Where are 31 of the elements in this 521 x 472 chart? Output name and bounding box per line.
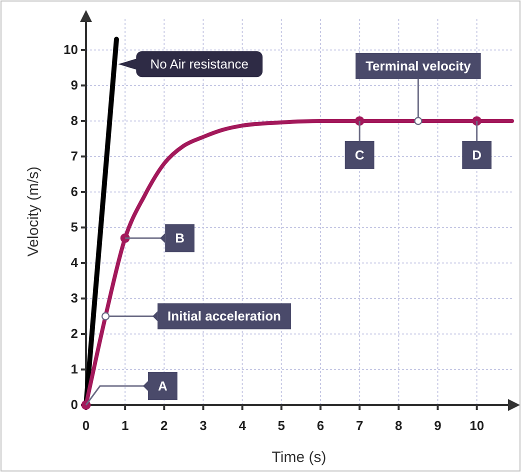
x-tick-label: 8 <box>395 418 402 433</box>
y-tick-label: 0 <box>70 397 78 412</box>
annotation: Terminal velocity <box>366 58 472 74</box>
y-tick-label: 3 <box>70 290 78 306</box>
y-tick-label: 5 <box>70 220 78 235</box>
x-tick-label: 4 <box>238 418 247 433</box>
x-tick-label: 7 <box>356 418 364 433</box>
y-tick-label: 9 <box>70 78 78 93</box>
x-tick-label: 0 <box>82 418 90 433</box>
annotation: D <box>472 147 482 162</box>
x-tick-label: 2 <box>160 418 168 433</box>
y-tick-label: 7 <box>70 148 78 164</box>
x-tick-label: 5 <box>278 418 286 433</box>
y-tick-label: 1 <box>70 362 78 377</box>
annotation: C <box>354 147 365 162</box>
annotation: A <box>158 378 168 394</box>
annotation: No Air resistance <box>150 56 248 72</box>
y-tick-label: 8 <box>70 113 78 128</box>
annotation: Initial acceleration <box>168 308 282 324</box>
y-tick-label: 10 <box>64 42 78 58</box>
x-tick-label: 3 <box>200 418 207 433</box>
x-tick-label: 6 <box>316 418 324 433</box>
x-axis-title: Time (s) <box>272 449 326 466</box>
y-axis-title: Velocity (m/s) <box>25 166 42 257</box>
y-tick-label: 4 <box>70 255 79 270</box>
x-tick-label: 10 <box>470 418 484 433</box>
y-tick-label: 6 <box>70 184 78 200</box>
y-tick-label: 2 <box>70 326 78 342</box>
annotation: B <box>175 230 184 246</box>
x-tick-label: 1 <box>121 418 129 433</box>
x-tick-label: 9 <box>434 418 442 433</box>
